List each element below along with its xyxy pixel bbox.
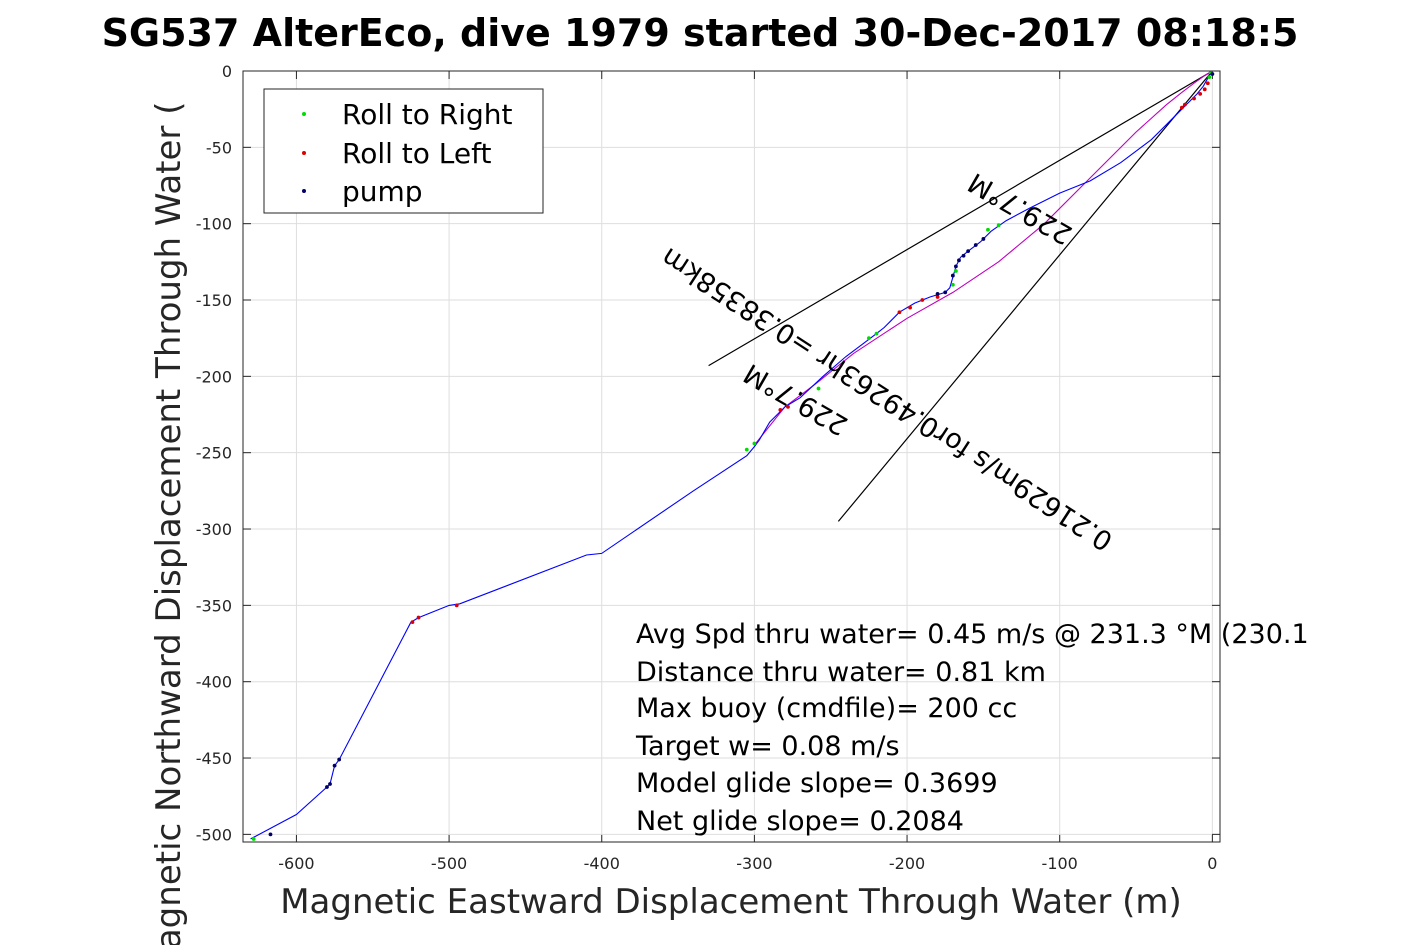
pump-point [268,832,273,837]
x-tick-label: -400 [584,854,620,873]
y-tick-label: -400 [196,673,232,692]
roll-left-point [410,620,415,625]
x-tick-label: -200 [889,854,925,873]
pump-point [325,785,329,789]
roll-left-point [1192,96,1196,101]
y-axis-label: Magnetic Northward Displacement Through … [149,102,189,945]
y-tick-label: -150 [196,291,232,310]
roll-right-point [866,336,871,341]
chart-title: SG537 AlterEco, dive 1979 started 30-Dec… [102,11,1299,55]
pump-point [973,243,978,247]
pump-point [981,237,986,241]
y-tick-label: 0 [222,62,232,81]
x-tick-label: -600 [278,854,314,873]
roll-right-point [752,441,757,446]
roll-left-point [1179,105,1184,110]
x-tick-labels: -600 -500 -400 -300 -200 -100 0 [278,854,1217,873]
pump-point [950,273,955,278]
roll-right-point [744,447,749,452]
roll-right-point [986,227,990,232]
pump-point [966,249,971,254]
roll-right-point [874,331,879,336]
y-tick-label: -500 [196,825,232,844]
x-axis-label: Magnetic Eastward Displacement Through W… [280,882,1182,922]
info-model-glide: Model glide slope= 0.3699 [636,768,998,799]
roll-right-point [996,223,1001,228]
reference-line [837,70,1213,522]
x-tick-label: -300 [736,854,772,873]
x-tick-label: 0 [1207,854,1217,873]
info-distance: Distance thru water= 0.81 km [636,657,1046,688]
info-net-glide: Net glide slope= 0.2084 [636,806,964,837]
legend-marker-pump [302,189,306,193]
legend-label-pump: pump [342,175,423,208]
roll-left-point [897,310,902,315]
roll-left-point [1198,92,1203,96]
reference-line [708,70,1213,367]
roll-left-point [908,305,913,310]
y-tick-label: -50 [206,138,232,157]
roll-right-point [950,282,955,287]
y-tick-label: -100 [196,215,232,234]
legend: Roll to Right Roll to Left pump [263,88,544,214]
roll-left-point [1182,102,1187,107]
y-tick-label: -450 [196,749,232,768]
pump-point [332,763,337,768]
roll-left-point [786,404,790,409]
roll-left-point [454,603,459,608]
y-tick-labels: 0 -50 -100 -150 -200 -250 -300 -350 -400 -450 -500 [196,62,232,844]
roll-left-point [416,615,421,620]
pump-point [1210,72,1215,76]
info-max-buoy: Max buoy (cmdfile)= 200 cc [636,693,1017,724]
direction-annotation: 0.21629m/s for0.49263hr =0.38358km [656,241,1119,556]
roll-left-point [778,408,783,412]
roll-left-point [935,295,940,299]
model-track-line [753,70,1213,446]
x-tick-label: -100 [1042,854,1078,873]
roll-right-point [1207,75,1212,80]
roll-right-point [251,837,256,841]
legend-marker-roll-left [302,151,306,155]
legend-marker-roll-right [302,112,306,116]
legend-label-roll-left: Roll to Left [342,137,491,170]
pump-point [954,264,958,269]
pump-point [957,258,961,263]
pump-point [337,757,342,762]
legend-label-roll-right: Roll to Right [342,98,513,131]
pump-point [328,782,332,786]
info-avg-speed: Avg Spd thru water= 0.45 m/s @ 231.3 °M … [636,619,1309,650]
info-target-w: Target w= 0.08 m/s [635,731,900,762]
y-tick-label: -350 [196,596,232,615]
roll-left-point [920,298,925,302]
pump-point [943,290,948,295]
roll-right-point [954,269,958,273]
roll-left-point [1202,87,1207,92]
legend-box [263,88,544,214]
x-tick-label: -500 [431,854,467,873]
series-layer [250,70,1215,841]
y-tick-label: -300 [196,520,232,539]
pump-point [935,292,940,296]
y-tick-label: -200 [196,367,232,386]
track-line [250,70,1213,840]
y-tick-label: -250 [196,444,232,463]
info-block: Avg Spd thru water= 0.45 m/s @ 231.3 °M … [635,619,1309,837]
roll-left-point [1205,81,1210,86]
roll-right-point [816,386,821,391]
pump-point [961,253,966,258]
axes-frame [242,70,1221,843]
